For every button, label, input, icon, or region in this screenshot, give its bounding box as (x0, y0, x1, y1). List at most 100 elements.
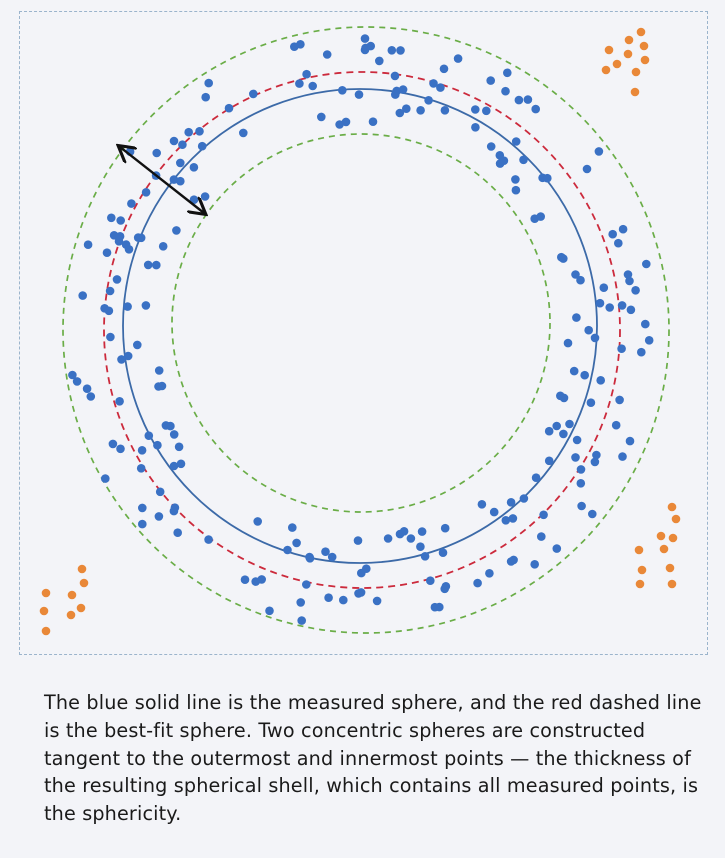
outlier-point (667, 502, 677, 512)
measured-point (486, 76, 496, 85)
measured-point (335, 120, 344, 129)
measured-point (72, 377, 82, 386)
measured-point (614, 238, 623, 248)
measured-point (353, 536, 363, 545)
measured-point (152, 148, 161, 158)
measured-point (295, 79, 304, 88)
measured-point (265, 606, 274, 616)
measured-point (544, 456, 554, 466)
measured-point (590, 457, 600, 467)
measured-point (169, 430, 179, 439)
outlier-point (79, 578, 89, 588)
measured-point (169, 506, 179, 516)
measured-point (138, 503, 147, 513)
outlier-point (624, 35, 634, 45)
outlier-point (66, 610, 76, 620)
measured-point (288, 523, 297, 532)
measured-point (102, 248, 112, 257)
measured-point (201, 92, 210, 102)
measured-point (626, 305, 636, 315)
measured-point (106, 332, 115, 342)
measured-point (338, 86, 347, 95)
measured-point (339, 595, 348, 605)
measured-point (565, 419, 574, 429)
outlier-point (636, 27, 646, 37)
measured-point (511, 137, 521, 146)
measured-point (321, 547, 330, 556)
measured-point (596, 376, 605, 385)
measured-point (176, 459, 186, 469)
measured-point (576, 479, 586, 488)
measured-point (430, 602, 440, 612)
sphericity-diagram (39, 26, 681, 636)
measured-point (283, 545, 292, 555)
measured-point (174, 442, 184, 452)
measured-point (253, 517, 262, 526)
measured-point (625, 276, 634, 286)
measured-point (297, 616, 307, 625)
measured-point (637, 347, 646, 357)
measured-point (317, 112, 326, 122)
measured-point (489, 507, 499, 517)
measured-point (302, 69, 311, 79)
outlier-point (604, 45, 614, 55)
measured-point (617, 344, 626, 354)
measured-point (144, 431, 154, 441)
outlier-point (635, 579, 645, 589)
outlier-point (39, 606, 49, 616)
outlier-point (668, 533, 678, 543)
measured-point (440, 523, 450, 533)
measured-point (154, 382, 163, 391)
outlier-point (76, 603, 86, 613)
measured-point (453, 54, 463, 63)
measured-point (590, 333, 600, 343)
measured-point (539, 510, 548, 520)
measured-point (424, 96, 433, 105)
measured-points (68, 34, 654, 625)
measured-point (552, 544, 562, 553)
measured-point (368, 117, 378, 126)
measured-point (133, 340, 142, 350)
measured-point (440, 106, 450, 115)
measured-point (543, 173, 552, 183)
measured-point (438, 548, 448, 557)
measured-point (641, 319, 650, 329)
measured-point (360, 34, 370, 43)
measured-point (508, 514, 518, 523)
measured-point (324, 593, 333, 602)
measured-point (308, 81, 318, 91)
measured-point (249, 89, 258, 99)
measured-point (584, 325, 593, 335)
outlier-point (640, 55, 650, 65)
measured-point (485, 569, 494, 578)
measured-point (499, 156, 509, 165)
outlier-point (634, 545, 644, 555)
measured-point (375, 56, 384, 66)
measured-point (224, 103, 234, 113)
measured-point (576, 275, 585, 285)
measured-point (576, 465, 586, 474)
measured-point (429, 79, 438, 88)
measured-point (503, 68, 512, 78)
measured-point (571, 270, 580, 279)
measured-point (471, 123, 480, 132)
measured-point (617, 301, 627, 310)
measured-point (572, 435, 582, 445)
measured-point (391, 90, 400, 99)
inner-enveloping-sphere (171, 133, 551, 513)
measured-point (577, 501, 586, 511)
outlier-points (39, 27, 681, 636)
measured-point (582, 164, 592, 174)
measured-point (605, 303, 614, 312)
measured-point (623, 270, 633, 279)
measured-point (416, 106, 425, 115)
measured-point (608, 229, 617, 239)
measured-point (383, 534, 393, 543)
measured-point (123, 351, 133, 361)
measured-point (477, 500, 487, 509)
measured-point (127, 199, 136, 208)
measured-point (116, 444, 125, 454)
measured-point (123, 302, 132, 311)
measured-point (109, 231, 119, 240)
measured-point (631, 286, 640, 295)
